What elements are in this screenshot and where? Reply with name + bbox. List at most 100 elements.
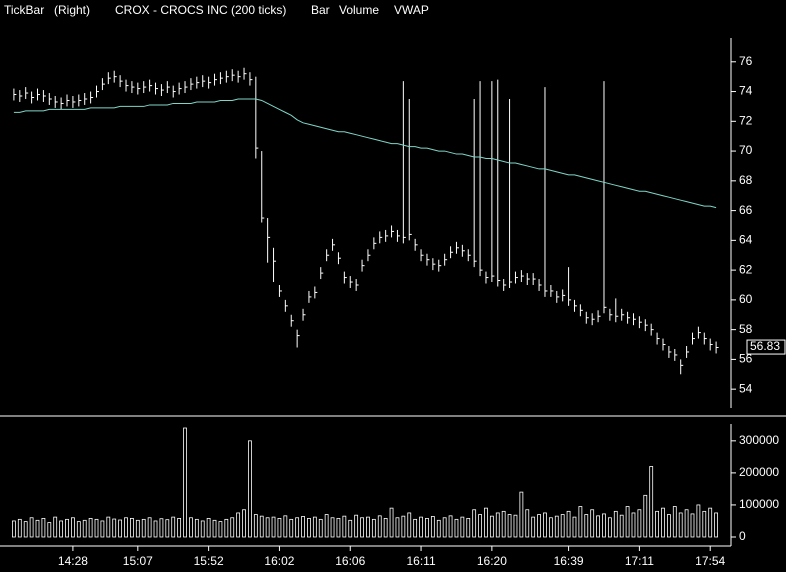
volume-bar [702,510,707,538]
volume-bar [82,519,87,538]
x-tick-label: 16:11 [406,554,435,568]
volume-bar [519,491,524,538]
volume-bar [124,517,128,538]
volume-bar [35,519,40,538]
volume-bar [265,517,270,538]
y-tick-label: 76 [739,54,753,68]
volume-bar [47,522,52,538]
volume-bar [554,515,559,538]
y-tick-label: 70 [739,143,753,157]
volume-bar [430,516,435,538]
volume-bar [159,518,164,538]
vwap-line [13,98,717,209]
volume-bar [655,510,659,538]
y-tick-label: 54 [739,381,753,395]
legend-entry: VWAP [394,3,429,17]
volume-bar [613,510,618,538]
volume-bar [94,518,99,538]
volume-bar [360,517,364,538]
volume-bar [643,494,648,538]
volume-bar [348,519,353,538]
volume-bar [584,514,589,538]
volume-bar [649,466,654,538]
y-tick-label: 0 [739,529,746,543]
volume-bar [484,507,488,538]
volume-bar [71,517,75,538]
volume-bar [513,514,518,538]
volume-bar [153,520,158,538]
volume-bar [307,517,311,538]
volume-bar [65,518,69,538]
volume-bar [466,517,471,538]
volume-bar [454,518,459,538]
volume-bar [112,518,117,538]
volume-bar [543,512,547,538]
volume-bar [12,520,16,538]
x-tick-label: 17:54 [695,554,725,568]
volume-bar [661,507,665,538]
volume-bar [436,519,441,538]
volume-bar [206,517,211,538]
volume-bar [53,516,58,538]
chart-subtitle: (Right) [54,3,90,17]
volume-bar [578,506,583,538]
volume-bar [236,512,241,538]
volume-bar [607,517,612,538]
volume-bar [23,521,28,538]
volume-bar [448,515,453,538]
volume-bar [666,514,671,538]
y-tick-label: 300000 [739,433,779,447]
volume-bar [17,518,22,538]
volume-bar [602,513,606,538]
volume-bar [242,509,246,538]
volume-bar [318,518,323,538]
volume-bar [118,519,123,538]
volume-bar [354,514,359,538]
volume-bar [277,517,282,538]
volume-bar [389,507,394,538]
volume-bar [442,517,447,538]
y-tick-label: 56 [739,352,753,366]
volume-bar [548,517,553,538]
volume-bar [59,520,64,538]
volume-bar [371,518,376,538]
x-tick-label: 14:28 [58,554,88,568]
volume-bar [708,507,713,538]
volume-bar [330,517,335,538]
volume-bar [366,516,370,538]
volume-bar [425,517,429,538]
volume-bar [218,521,223,538]
volume-bar [289,518,294,538]
volume-bar [690,513,695,538]
volume-bar [212,519,217,538]
y-tick-label: 68 [739,173,753,187]
volume-bar [312,516,317,538]
volume-bar [696,504,701,538]
volume-bar [224,518,229,538]
volume-bar [230,517,235,538]
volume-bar [171,516,176,538]
volume-bar [631,512,636,538]
volume-bar [507,514,512,538]
volume-bar [165,519,170,538]
volume-bar [419,516,423,538]
volume-bar [590,509,595,538]
volume-bar [301,516,305,538]
volume-bar [88,517,93,538]
x-tick-label: 15:52 [194,554,224,568]
volume-bar [106,516,111,538]
last-price-label: 56.83 [750,339,780,353]
volume-bar [183,427,187,538]
x-tick-label: 17:11 [625,554,654,568]
volume-bar [259,515,264,538]
volume-bar [336,517,341,538]
volume-bar [625,506,630,538]
y-tick-label: 66 [739,203,753,217]
volume-bar [401,515,406,538]
symbol: CROX - CROCS INC (200 ticks) [115,3,286,17]
volume-bar [76,521,81,538]
x-tick-label: 16:39 [554,554,584,568]
y-tick-label: 200000 [739,465,779,479]
volume-bar [489,515,494,538]
